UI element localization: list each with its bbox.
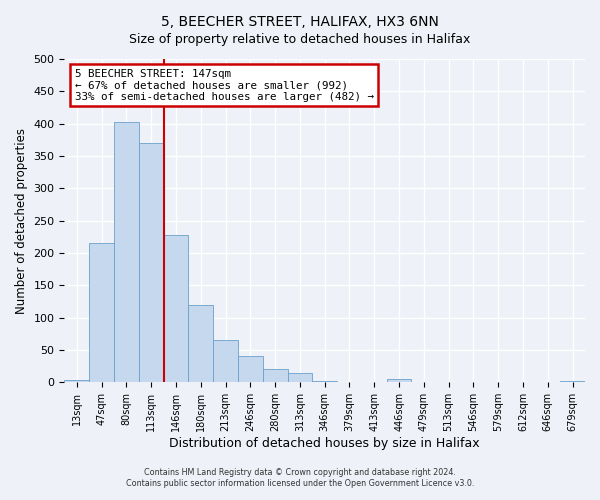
- Text: Contains HM Land Registry data © Crown copyright and database right 2024.
Contai: Contains HM Land Registry data © Crown c…: [126, 468, 474, 487]
- Bar: [263, 370, 287, 382]
- Bar: [560, 381, 585, 382]
- Bar: [188, 304, 213, 382]
- Bar: [89, 244, 114, 382]
- Bar: [64, 380, 89, 382]
- Bar: [287, 374, 313, 382]
- Y-axis label: Number of detached properties: Number of detached properties: [15, 128, 28, 314]
- Bar: [139, 143, 164, 382]
- Text: 5, BEECHER STREET, HALIFAX, HX3 6NN: 5, BEECHER STREET, HALIFAX, HX3 6NN: [161, 15, 439, 29]
- Text: Size of property relative to detached houses in Halifax: Size of property relative to detached ho…: [130, 32, 470, 46]
- Bar: [164, 235, 188, 382]
- Bar: [213, 340, 238, 382]
- Bar: [238, 356, 263, 382]
- Bar: [386, 379, 412, 382]
- Bar: [114, 122, 139, 382]
- Text: 5 BEECHER STREET: 147sqm
← 67% of detached houses are smaller (992)
33% of semi-: 5 BEECHER STREET: 147sqm ← 67% of detach…: [75, 68, 374, 102]
- X-axis label: Distribution of detached houses by size in Halifax: Distribution of detached houses by size …: [169, 437, 480, 450]
- Bar: [313, 381, 337, 382]
